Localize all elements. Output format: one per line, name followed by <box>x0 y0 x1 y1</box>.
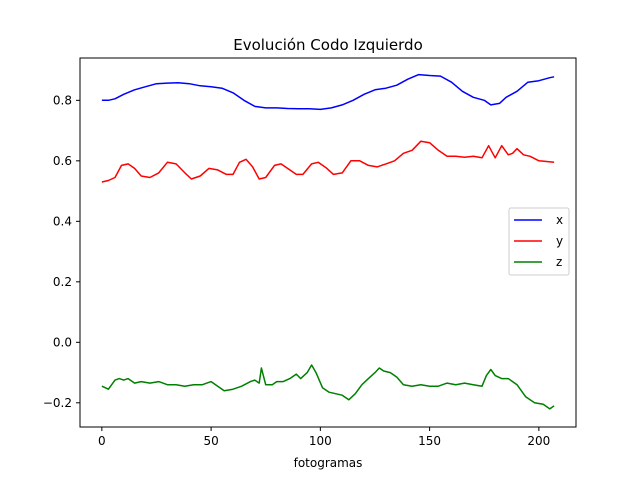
x-tick-label: 150 <box>418 434 441 448</box>
legend: xyz <box>508 207 570 276</box>
legend-label-x: x <box>556 213 563 227</box>
x-axis-label: fotogramas <box>294 456 363 470</box>
y-tick-label: −0.2 <box>43 396 72 410</box>
plot-frame <box>79 57 577 428</box>
y-axis-ticks: −0.2 0.0 0.2 0.4 0.6 0.8 <box>43 93 80 410</box>
series-line-y <box>101 140 555 183</box>
x-tick-label: 100 <box>309 434 332 448</box>
chart-title: Evolución Codo Izquierdo <box>233 36 423 54</box>
x-axis-ticks: 0 50 100 150 200 <box>98 427 550 448</box>
series-layer <box>101 73 555 410</box>
y-tick-label: 0.4 <box>53 214 72 228</box>
x-tick-label: 200 <box>527 434 550 448</box>
y-tick-label: 0.8 <box>53 93 72 107</box>
series-line-z <box>101 364 555 410</box>
plot-area: 0 50 100 150 200 −0.2 0.0 0.2 0.4 0.6 0.8 <box>43 57 577 448</box>
y-tick-label: 0.0 <box>53 335 72 349</box>
series-line-x <box>101 73 555 111</box>
y-tick-label: 0.2 <box>53 275 72 289</box>
x-tick-label: 0 <box>98 434 106 448</box>
x-tick-label: 50 <box>203 434 218 448</box>
legend-label-y: y <box>556 234 563 248</box>
y-tick-label: 0.6 <box>53 154 72 168</box>
legend-label-z: z <box>556 255 562 269</box>
